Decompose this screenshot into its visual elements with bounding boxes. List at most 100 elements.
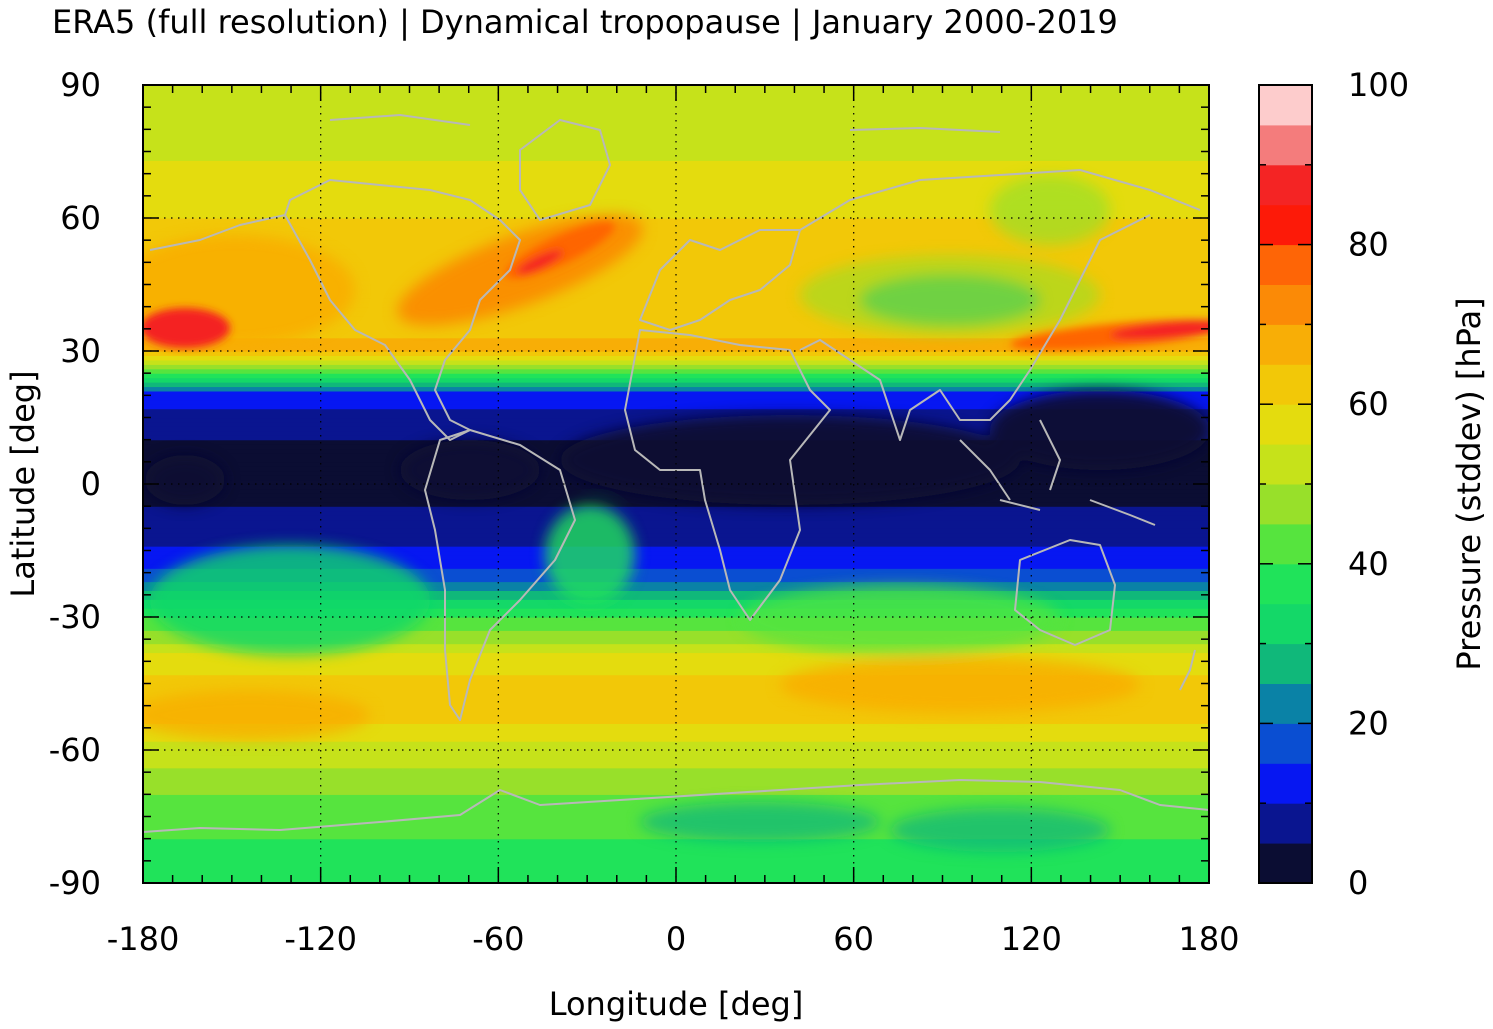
colorbar-swatch — [1259, 563, 1312, 605]
zonal-band — [143, 617, 1209, 623]
zonal-band — [143, 537, 1209, 543]
zonal-band — [143, 302, 1209, 308]
zonal-band — [143, 687, 1209, 693]
zonal-band — [143, 563, 1209, 569]
zonal-band — [143, 155, 1209, 161]
zonal-band — [143, 235, 1209, 241]
zonal-band — [143, 200, 1209, 206]
colorbar-swatch — [1259, 85, 1312, 126]
n-pacific-red — [143, 308, 230, 348]
zonal-band — [143, 240, 1209, 246]
zonal-band — [143, 599, 1209, 605]
zonal-band — [143, 133, 1209, 139]
x-tick-label: 0 — [666, 920, 686, 958]
zonal-band — [143, 612, 1209, 618]
colorbar-swatch — [1259, 843, 1312, 884]
zonal-band — [143, 568, 1209, 574]
y-tick-label: -60 — [49, 731, 101, 769]
zonal-band — [143, 781, 1209, 787]
zonal-band — [143, 772, 1209, 778]
zonal-band — [143, 550, 1209, 556]
zonal-band — [143, 718, 1209, 724]
zonal-band — [143, 186, 1209, 192]
zonal-band — [143, 373, 1209, 379]
y-tick-label: -30 — [49, 598, 101, 636]
zonal-band — [143, 696, 1209, 702]
zonal-band — [143, 280, 1209, 286]
zonal-band — [143, 585, 1209, 591]
zonal-band — [143, 386, 1209, 392]
coastline-greenland — [519, 119, 611, 221]
zonal-band — [143, 798, 1209, 804]
zonal-band — [143, 129, 1209, 135]
zonal-band — [143, 107, 1209, 113]
zonal-band — [143, 497, 1209, 503]
zonal-band — [143, 413, 1209, 419]
coastline-europe — [639, 229, 801, 331]
zonal-band — [143, 399, 1209, 405]
s-atlantic-green — [545, 505, 635, 605]
y-tick-label: 0 — [81, 465, 101, 503]
zonal-band — [143, 417, 1209, 423]
coastline-africa — [624, 329, 831, 621]
x-tick-label: 60 — [833, 920, 874, 958]
zonal-band — [143, 404, 1209, 410]
zonal-band — [143, 763, 1209, 769]
zonal-band — [143, 670, 1209, 676]
zonal-band — [143, 288, 1209, 294]
colorbar-label: Pressure (stddev) [hPa] — [1450, 297, 1488, 670]
zonal-band — [143, 754, 1209, 760]
zonal-band — [143, 834, 1209, 840]
zonal-band — [143, 674, 1209, 680]
zonal-band — [143, 701, 1209, 707]
zonal-band — [143, 532, 1209, 538]
zonal-band — [143, 368, 1209, 374]
zonal-band — [143, 213, 1209, 219]
colorbar-swatch — [1259, 803, 1312, 844]
jet-maxima — [143, 221, 1209, 351]
zonal-band — [143, 710, 1209, 716]
zonal-band — [143, 851, 1209, 857]
zonal-band — [143, 683, 1209, 689]
coastline-north-america — [149, 179, 521, 441]
x-tick-label: 120 — [1001, 920, 1062, 958]
coastline-arctic-islands — [329, 114, 1001, 133]
zonal-band — [143, 732, 1209, 738]
colorbar-tick-label: 100 — [1348, 66, 1409, 104]
colorbar-swatch — [1259, 643, 1312, 684]
colorbar-swatch — [1259, 164, 1312, 206]
grid — [143, 85, 1209, 883]
zonal-band — [143, 182, 1209, 188]
colorbar-tick-label: 60 — [1348, 385, 1389, 423]
zonal-band — [143, 630, 1209, 636]
zonal-band — [143, 625, 1209, 631]
colorbar-swatch — [1259, 124, 1312, 166]
w-pacific-jet-core — [1110, 320, 1209, 340]
s-ocean-orange — [780, 657, 1140, 713]
zonal-band — [143, 847, 1209, 853]
coastline-maritime-continent — [959, 419, 1156, 526]
zonal-band — [143, 648, 1209, 654]
colorbar-swatch — [1259, 324, 1312, 365]
y-tick-label: -90 — [49, 864, 101, 902]
zonal-band — [143, 218, 1209, 224]
zonal-band — [143, 519, 1209, 525]
zonal-band — [143, 191, 1209, 197]
zonal-band — [143, 639, 1209, 645]
tropics-core-east-pac — [145, 455, 225, 505]
zonal-band — [143, 785, 1209, 791]
zonal-band — [143, 355, 1209, 361]
zonal-band — [143, 745, 1209, 751]
zonal-band — [143, 262, 1209, 268]
zonal-band — [143, 346, 1209, 352]
antarctic-green — [640, 802, 880, 842]
zonal-band — [143, 253, 1209, 259]
zonal-band — [143, 679, 1209, 685]
zonal-band — [143, 758, 1209, 764]
colorbar-swatch — [1259, 244, 1312, 285]
zonal-band — [143, 151, 1209, 157]
zonal-band — [143, 661, 1209, 667]
zonal-band — [143, 364, 1209, 370]
zonal-band — [143, 319, 1209, 325]
tropics-core-amazon — [400, 440, 540, 500]
